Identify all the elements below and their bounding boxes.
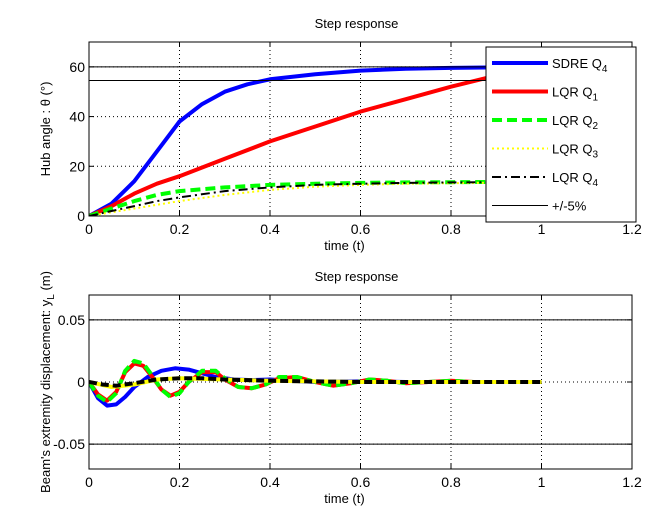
y-axis-label: Beam's extremity displacement: yL (m) — [38, 271, 57, 493]
y-tick-label: 20 — [69, 158, 85, 174]
legend-label-4: LQR Q3 — [552, 142, 598, 161]
series-line-5 — [89, 181, 542, 216]
legend-box — [485, 46, 637, 223]
x-tick-label: 0.4 — [260, 474, 280, 490]
legend: SDRE Q4 LQR Q1 LQR Q2 LQR Q3 LQR Q4 +/-5% — [485, 46, 637, 223]
y-axis-label: Hub angle : θ (°) — [38, 82, 53, 177]
x-tick-label: 0.2 — [170, 221, 190, 237]
x-tick-label: 0.8 — [441, 474, 461, 490]
legend-label-5: LQR Q4 — [552, 170, 598, 189]
y-tick-label: 40 — [69, 109, 85, 125]
x-tick-label: 0 — [85, 474, 93, 490]
y-tick-label: 0 — [77, 374, 85, 390]
y-tick-label: -0.05 — [53, 436, 85, 452]
x-tick-label: 1 — [538, 474, 546, 490]
series-line-5 — [89, 376, 542, 388]
series-line-4 — [89, 181, 542, 216]
chart-title: Step response — [315, 16, 399, 31]
x-tick-label: 0 — [85, 221, 93, 237]
y-tick-label: 60 — [69, 59, 85, 75]
legend-label-1: SDRE Q4 — [552, 56, 608, 75]
x-tick-label: 0.4 — [260, 221, 280, 237]
y-tick-label: 0.05 — [58, 312, 85, 328]
series-group — [89, 64, 632, 216]
x-tick-label: 1.2 — [622, 474, 642, 490]
x-tick-label: 0.2 — [170, 474, 190, 490]
plot-2: 0 0.2 0.4 0.6 0.8 1 1.2 -0.05 0 0.05 Step response… — [38, 269, 642, 506]
series-line-1 — [89, 64, 542, 216]
x-tick-label: 0.8 — [441, 221, 461, 237]
x-tick-label: 0.6 — [351, 474, 371, 490]
series-group — [89, 319, 632, 445]
chart-title: Step response — [315, 269, 399, 284]
series-line-2 — [89, 64, 542, 216]
x-tick-label: 0.6 — [351, 221, 371, 237]
x-axis-label: time (t) — [324, 491, 364, 506]
series-line-3 — [89, 358, 542, 404]
legend-label-3: LQR Q2 — [552, 113, 598, 132]
x-axis-label: time (t) — [324, 238, 364, 253]
legend-label-2: LQR Q1 — [552, 85, 598, 104]
y-tick-label: 0 — [77, 208, 85, 224]
legend-label-6: +/-5% — [552, 199, 587, 214]
x-tick-label: 1.2 — [622, 221, 642, 237]
x-tick-label: 1 — [538, 221, 546, 237]
